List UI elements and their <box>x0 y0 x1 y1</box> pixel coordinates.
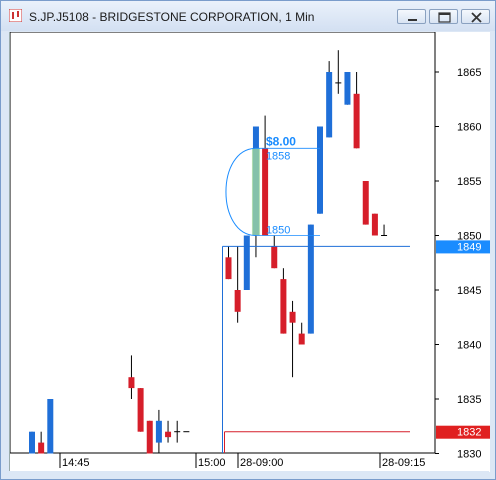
candle-body <box>146 420 153 454</box>
y-tick-label: 1830 <box>457 449 481 461</box>
candle-body <box>298 333 305 345</box>
candle-body <box>29 431 35 454</box>
y-tick-label: 1840 <box>457 340 481 352</box>
candle-body <box>326 72 333 138</box>
candle-body <box>280 279 287 334</box>
candle-body <box>262 148 269 236</box>
red-price-box <box>436 425 490 439</box>
measure-bracket <box>225 147 256 236</box>
candle-body <box>165 431 172 438</box>
close-button[interactable] <box>461 9 490 24</box>
minimize-icon <box>408 19 417 21</box>
last-price-label: 1849 <box>457 241 481 253</box>
candle-body <box>234 290 241 312</box>
close-icon <box>471 12 482 23</box>
candle-body <box>137 388 144 432</box>
candle-body <box>307 224 314 334</box>
candle-body <box>47 399 54 454</box>
candle-body <box>271 246 278 269</box>
last-price-box <box>436 240 490 254</box>
candle-body <box>362 181 369 225</box>
y-tick-label: 1845 <box>457 285 481 297</box>
y-tick-label: 1855 <box>457 176 481 188</box>
x-tick-label: 15:00 <box>198 457 226 469</box>
minimize-button[interactable] <box>397 9 426 24</box>
candle-body <box>353 93 360 149</box>
x-tick-label: 14:45 <box>62 457 90 469</box>
red-price-label: 1832 <box>457 427 481 439</box>
candle-body <box>128 377 135 389</box>
candle-body <box>344 72 351 105</box>
chart-area[interactable]: $8.00 1858 1850 1865 1860 1855 1850 1845 1840 18… <box>9 31 490 472</box>
window-title: S.JP.J5108 - BRIDGESTONE CORPORATION, 1 … <box>29 10 315 24</box>
candlestick-chart[interactable]: $8.00 1858 1850 1865 1860 1855 1850 1845 1840 18… <box>9 31 490 472</box>
candle-body <box>155 420 162 443</box>
app-icon <box>9 9 22 22</box>
y-tick-label: 1860 <box>457 122 481 134</box>
measure-top-label: 1858 <box>266 150 290 162</box>
y-tick-label: 1850 <box>457 231 481 243</box>
candle-body <box>38 442 45 454</box>
x-tick-label: 28-09:00 <box>240 457 283 469</box>
candle-body <box>317 126 323 214</box>
measure-bottom-label: 1850 <box>266 225 290 237</box>
measure-amount-label: $8.00 <box>266 134 296 148</box>
y-tick-label: 1865 <box>457 67 481 79</box>
candle-body <box>289 311 296 323</box>
time-axis <box>10 453 490 472</box>
x-tick-label: 28-09:15 <box>382 457 425 469</box>
maximize-icon <box>438 12 451 23</box>
maximize-button[interactable] <box>429 9 458 24</box>
measure-zone <box>251 148 260 236</box>
candle-body <box>243 235 250 290</box>
y-tick-label: 1835 <box>457 394 481 406</box>
title-bar[interactable]: S.JP.J5108 - BRIDGESTONE CORPORATION, 1 … <box>1 1 495 31</box>
candle-body <box>371 213 378 236</box>
status-bar <box>9 471 489 479</box>
candle-body <box>225 257 232 280</box>
